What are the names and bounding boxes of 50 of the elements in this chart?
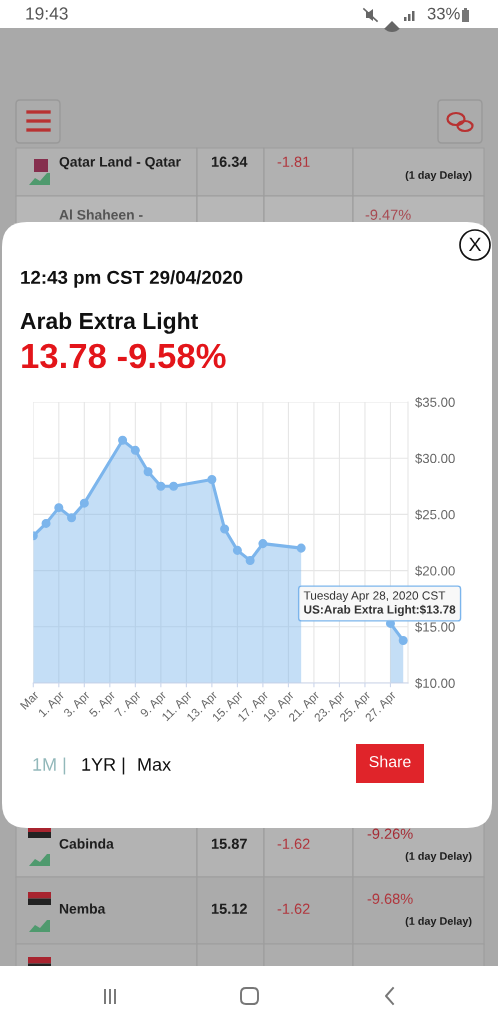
point xyxy=(67,513,77,523)
text: (1 day Delay) xyxy=(405,851,472,863)
text: 15.87 xyxy=(211,838,247,849)
y-tick-label: $35.00 xyxy=(415,397,455,408)
point xyxy=(118,435,128,445)
text: Nemba xyxy=(59,903,106,914)
y-tick-label: $20.00 xyxy=(415,565,455,577)
text: -1.81 xyxy=(277,156,310,167)
point xyxy=(245,555,255,565)
text: 13.78 -9.58% xyxy=(22,343,226,369)
text: -1.62 xyxy=(277,903,310,914)
text: 1M | xyxy=(33,757,66,775)
point xyxy=(232,545,242,555)
point xyxy=(54,503,64,513)
point xyxy=(258,539,268,549)
text: Qatar Land - Qatar xyxy=(59,156,181,170)
text: X xyxy=(468,237,482,252)
point xyxy=(143,467,153,477)
y-tick-label: $30.00 xyxy=(415,453,455,464)
text: (1 day Delay) xyxy=(405,916,472,928)
annotation: Tuesday Apr 28, 2020 CST US:Arab Extra Light:$13.78 xyxy=(303,591,456,617)
y-tick-label: $10.00 xyxy=(415,678,455,689)
point xyxy=(156,481,166,491)
text: -9.26% xyxy=(367,828,413,839)
y-tick-label: $15.00 xyxy=(415,621,455,633)
text: (1 day Delay) xyxy=(405,170,472,182)
text: Max xyxy=(138,758,171,771)
point xyxy=(398,635,408,646)
point xyxy=(79,498,89,508)
point xyxy=(220,524,230,534)
x-tick-label: Mar xyxy=(19,690,40,710)
text: 16.34 xyxy=(211,156,248,167)
text: 1YR | xyxy=(82,757,125,775)
point xyxy=(207,475,217,485)
point xyxy=(296,543,306,553)
text: 15.12 xyxy=(211,903,247,914)
text: -1.62 xyxy=(277,838,310,849)
text: -9.47% xyxy=(365,209,411,220)
text: 19:43 xyxy=(26,7,68,20)
point xyxy=(41,518,51,528)
y-tick-label: $25.00 xyxy=(415,509,455,521)
text: Cabinda xyxy=(59,838,114,849)
text: Al Shaheen - xyxy=(59,209,143,220)
chart-title: Arab Extra Light xyxy=(20,312,198,334)
chart-subtitle: 12:43 pm CST 29/04/2020 xyxy=(21,270,243,288)
text: Share xyxy=(369,755,411,768)
point xyxy=(169,481,179,491)
text: -9.68% xyxy=(367,893,413,904)
text: 33% xyxy=(427,7,460,20)
point xyxy=(130,445,140,455)
